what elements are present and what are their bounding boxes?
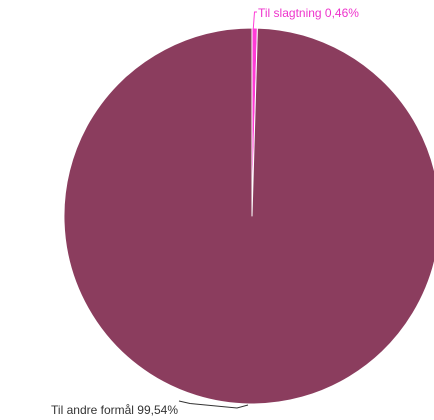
- slagtning-data-label: Til slagtning 0,46%: [258, 6, 359, 20]
- andre-formaal-data-label: Til andre formål 99,54%: [51, 403, 178, 417]
- pie-slice-andre-formaal: [63, 27, 434, 405]
- andre-formaal-label-connector: [178, 400, 249, 409]
- slagtning-label-connector: [252, 11, 257, 31]
- pie-slices: [63, 27, 434, 405]
